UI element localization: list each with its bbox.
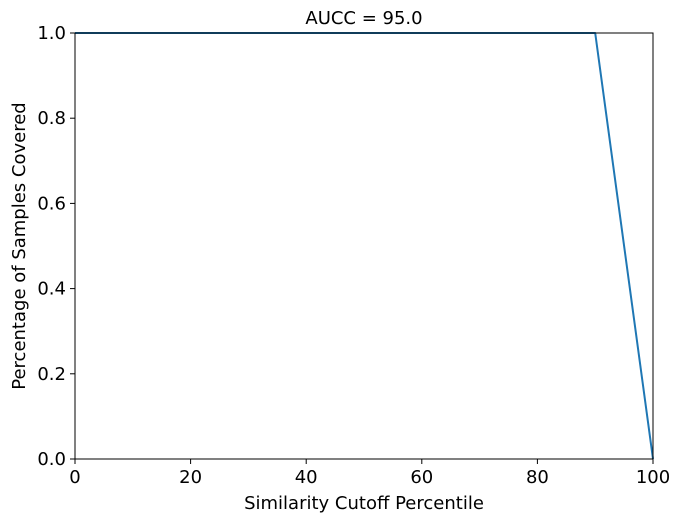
y-tick-label: 0.8 xyxy=(37,108,66,129)
y-tick-label: 0.6 xyxy=(37,193,66,214)
y-tick-label: 1.0 xyxy=(37,23,66,44)
y-tick-label: 0.0 xyxy=(37,449,66,470)
x-axis-label: Similarity Cutoff Percentile xyxy=(244,493,484,514)
x-tick-label: 60 xyxy=(410,467,433,488)
plot-frame xyxy=(74,32,654,460)
x-tick-label: 20 xyxy=(179,467,202,488)
y-axis-ticks: 0.0 0.2 0.4 0.6 0.8 1.0 xyxy=(37,23,75,470)
x-tick-label: 40 xyxy=(295,467,318,488)
y-tick-label: 0.2 xyxy=(37,364,66,385)
chart-title: AUCC = 95.0 xyxy=(305,8,422,29)
series-line xyxy=(75,32,654,460)
y-tick-label: 0.4 xyxy=(37,279,66,300)
y-axis-label: Percentage of Samples Covered xyxy=(9,102,30,389)
x-tick-label: 0 xyxy=(69,467,80,488)
x-tick-label: 80 xyxy=(526,467,549,488)
x-tick-label: 100 xyxy=(636,467,670,488)
series-layer xyxy=(75,32,654,460)
x-axis-ticks: 0 20 40 60 80 100 xyxy=(69,459,670,488)
plot-area xyxy=(74,32,654,460)
